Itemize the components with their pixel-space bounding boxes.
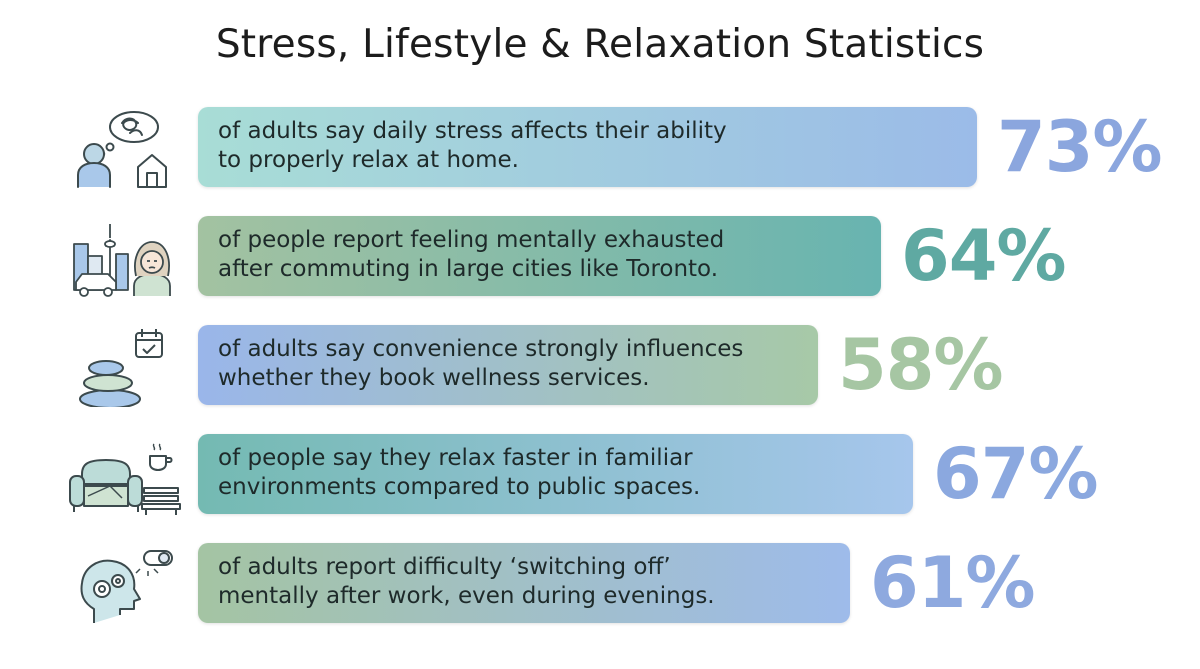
stat-row: of adults report difficulty ‘switching o…: [0, 543, 1200, 625]
stat-bar: of adults report difficulty ‘switching o…: [198, 543, 850, 623]
stat-description-line1: of adults say convenience strongly influ…: [218, 336, 744, 362]
stat-description-line1: of adults say daily stress affects their…: [218, 118, 727, 144]
stat-value-label: 58%: [838, 324, 1004, 406]
stat-row: of people say they relax faster in famil…: [0, 434, 1200, 516]
stat-description-line1: of people say they relax faster in famil…: [218, 445, 693, 471]
stat-description-line2: environments compared to public spaces.: [218, 474, 701, 500]
spa-stones-calendar-icon: [64, 325, 184, 407]
stat-bar: of people report feeling mentally exhaus…: [198, 216, 881, 296]
stat-value-label: 61%: [870, 542, 1036, 624]
stat-row: of adults say daily stress affects their…: [0, 107, 1200, 189]
stat-description-line2: mentally after work, even during evening…: [218, 583, 715, 609]
stat-row: of adults say convenience strongly influ…: [0, 325, 1200, 407]
stat-description-line1: of adults report difficulty ‘switching o…: [218, 554, 671, 580]
stat-value-label: 67%: [933, 433, 1099, 515]
stat-bar: of adults say convenience strongly influ…: [198, 325, 818, 405]
stat-description-line1: of people report feeling mentally exhaus…: [218, 227, 725, 253]
armchair-coffee-bench-icon: [64, 434, 184, 516]
stat-bar: of people say they relax faster in famil…: [198, 434, 913, 514]
stat-value-label: 64%: [901, 215, 1067, 297]
person-thinking-home-icon: [64, 107, 184, 189]
stat-description-line2: whether they book wellness services.: [218, 365, 650, 391]
stat-row: of people report feeling mentally exhaus…: [0, 216, 1200, 298]
city-commute-tired-person-icon: [64, 216, 184, 298]
head-gears-switch-icon: [64, 543, 184, 625]
chart-title: Stress, Lifestyle & Relaxation Statistic…: [215, 22, 985, 67]
stat-value-label: 73%: [997, 106, 1163, 188]
stat-description-line2: after commuting in large cities like Tor…: [218, 256, 719, 282]
stat-description-line2: to properly relax at home.: [218, 147, 519, 173]
stat-bar: of adults say daily stress affects their…: [198, 107, 977, 187]
